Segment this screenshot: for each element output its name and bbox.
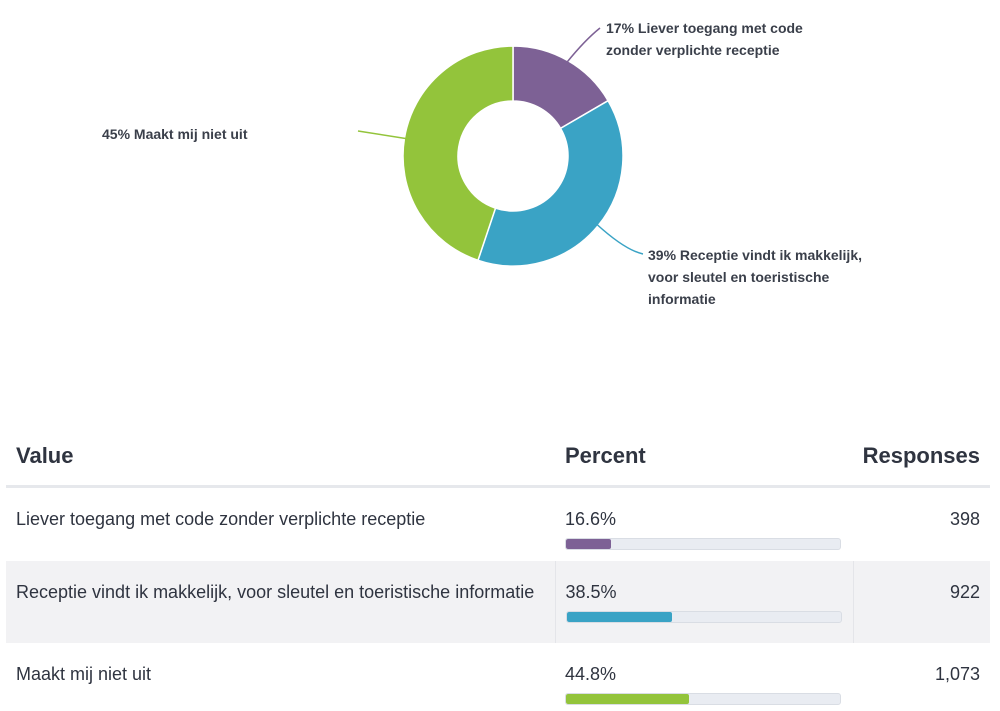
slice-label-0: 17% Liever toegang met code zonder verpl…: [606, 20, 803, 58]
results-table: Value Percent Responses Liever toegang m…: [6, 428, 990, 711]
header-value[interactable]: Value: [6, 428, 555, 488]
row-value: Receptie vindt ik makkelijk, voor sleute…: [16, 582, 535, 602]
percent-bar-fill: [566, 612, 672, 622]
row-responses: 1,073: [934, 664, 980, 684]
table-row: Maakt mij niet uit 44.8% 1,073: [6, 643, 990, 711]
percent-bar-fill: [566, 538, 612, 549]
percent-bar-fill: [566, 694, 689, 704]
row-percent: 16.6%: [555, 486, 853, 561]
row-responses: 922: [949, 582, 980, 602]
header-responses[interactable]: Responses: [853, 428, 990, 488]
row-percent-text: 16.6%: [565, 508, 617, 529]
slice-label-2: 45% Maakt mij niet uit: [102, 126, 248, 142]
leader-line-1: [596, 223, 644, 255]
donut-slice-2[interactable]: [402, 45, 514, 262]
row-percent-text: 38.5%: [565, 582, 617, 602]
slice-label-1: 39% Receptie vindt ik makkelijk, voor sl…: [648, 247, 862, 307]
row-percent: 38.5%: [554, 561, 854, 643]
percent-bar-track: [565, 537, 841, 550]
leader-line-0: [566, 27, 601, 63]
donut-slice-1[interactable]: [477, 99, 624, 267]
row-responses: 398: [949, 508, 980, 529]
percent-bar-track: [565, 611, 842, 623]
row-value: Maakt mij niet uit: [16, 664, 152, 684]
donut-chart: 17% Liever toegang met code zonder verpl…: [102, 20, 862, 307]
table-row: Receptie vindt ik makkelijk, voor sleute…: [6, 561, 990, 643]
percent-bar-track: [565, 693, 841, 705]
row-percent: 44.8%: [555, 643, 853, 711]
row-percent-text: 44.8%: [565, 664, 617, 684]
donut-svg: [357, 27, 644, 267]
leader-line-2: [357, 130, 407, 140]
table-header-row: Value Percent Responses: [6, 428, 990, 488]
row-value: Liever toegang met code zonder verplicht…: [16, 508, 426, 529]
table-row: Liever toegang met code zonder verplicht…: [6, 486, 990, 561]
header-percent[interactable]: Percent: [555, 428, 853, 488]
